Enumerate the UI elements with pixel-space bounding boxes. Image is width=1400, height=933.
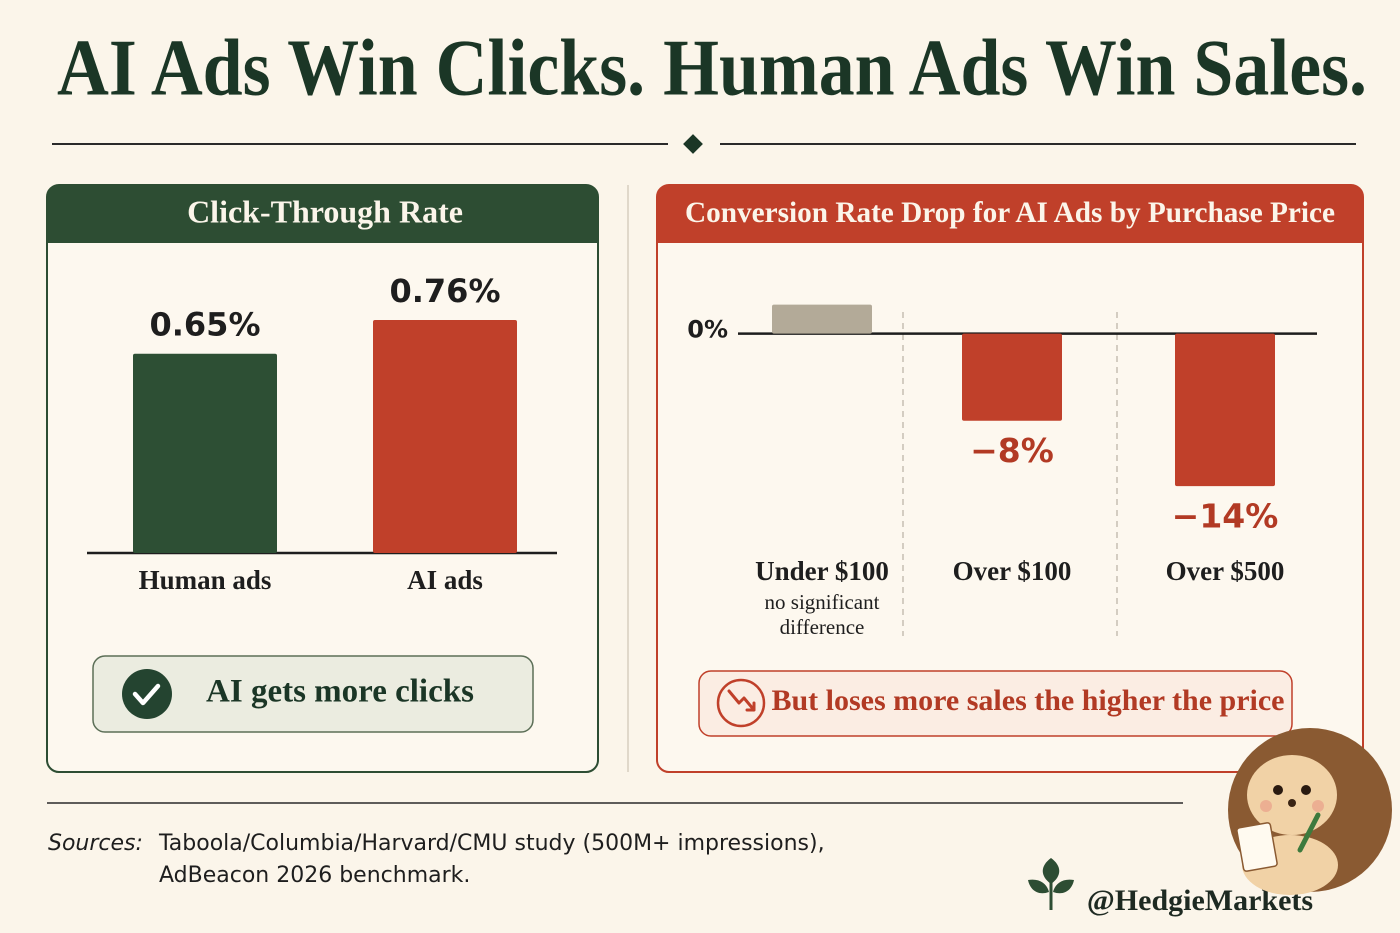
data-label: −8% <box>970 431 1054 470</box>
cheek <box>1260 800 1272 812</box>
bar <box>962 333 1062 421</box>
leaf <box>1042 858 1060 884</box>
bar <box>1175 333 1275 487</box>
panel-header <box>657 185 1363 243</box>
callout-box <box>698 670 1293 737</box>
leaf <box>1028 879 1049 894</box>
x-tick-label: Over $500 <box>1166 556 1285 586</box>
x-tick-label: Under $100 <box>755 556 889 586</box>
sources-text: Taboola/Columbia/Harvard/CMU study (500M… <box>158 831 825 856</box>
eye <box>1301 785 1311 795</box>
trend-icon <box>716 678 766 728</box>
trend-arrow <box>727 689 756 712</box>
data-label: −14% <box>1172 497 1279 536</box>
eye <box>1273 785 1283 795</box>
sources-text: AdBeacon 2026 benchmark. <box>159 863 470 888</box>
y-tick-label: 0% <box>687 316 728 344</box>
callout-text: But loses more sales the higher the pric… <box>771 684 1284 717</box>
face <box>1247 755 1337 835</box>
category-note: difference <box>780 615 865 639</box>
data-label: 0.76% <box>389 272 500 310</box>
data-label: 0.65% <box>149 306 260 344</box>
bar <box>133 353 277 553</box>
notepad <box>1236 822 1278 872</box>
callout-text: AI gets more clicks <box>206 674 474 710</box>
nose <box>1288 799 1296 807</box>
main-title: AI Ads Win Clicks. Human Ads Win Sales. <box>57 24 1367 112</box>
check-icon <box>122 669 172 719</box>
sources-label: Sources: <box>48 831 143 856</box>
cheek <box>1312 800 1324 812</box>
x-tick-label: AI ads <box>407 565 483 595</box>
leaf <box>1053 879 1074 894</box>
category-note: no significant <box>765 590 880 614</box>
callout-box <box>92 655 534 733</box>
pencil <box>1297 812 1321 853</box>
check-mark <box>132 683 161 706</box>
bar <box>373 320 517 553</box>
hedgehog-mascot <box>1228 728 1392 895</box>
panel-title: Conversion Rate Drop for AI Ads by Purch… <box>685 196 1335 229</box>
leaf-logo <box>1028 858 1074 910</box>
x-tick-label: Over $100 <box>953 556 1072 586</box>
panel-title: Click-Through Rate <box>187 193 463 229</box>
x-tick-label: Human ads <box>139 565 272 595</box>
bar <box>772 304 872 334</box>
panel-header <box>47 185 598 243</box>
